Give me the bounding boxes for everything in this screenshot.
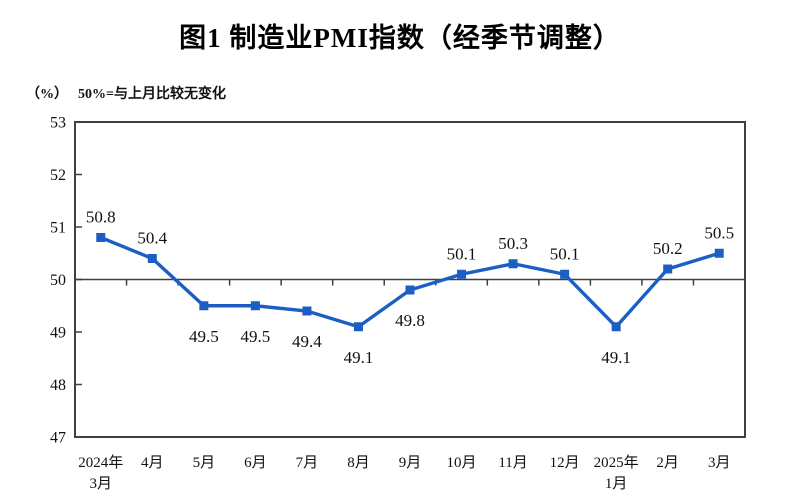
data-point-marker (96, 233, 106, 242)
x-axis-label: 2025年 (594, 454, 639, 471)
y-axis-label: 53 (50, 115, 66, 132)
data-point-marker (302, 306, 312, 316)
data-point-marker (508, 259, 518, 269)
data-point-marker (560, 269, 570, 279)
data-point-marker (457, 269, 467, 279)
x-axis-label: 5月 (193, 455, 216, 471)
x-axis-label: 4月 (141, 455, 164, 471)
x-axis-label: 12月 (550, 455, 580, 471)
data-point-marker (663, 264, 673, 274)
reference-note: 50%=与上月比较无变化 (78, 87, 226, 102)
x-axis-label: 10月 (447, 455, 477, 471)
data-point-marker (714, 248, 724, 258)
x-axis-label: 9月 (399, 455, 422, 471)
data-point-marker (611, 322, 621, 332)
x-axis-label: 11月 (498, 455, 527, 471)
data-label: 50.3 (498, 234, 528, 253)
data-label: 49.1 (601, 348, 631, 367)
y-axis-label: 51 (50, 220, 66, 237)
x-axis-label: 3月 (708, 455, 731, 471)
data-label: 50.2 (653, 239, 683, 258)
x-axis-label: 8月 (347, 455, 370, 471)
x-axis-label: 6月 (244, 455, 267, 471)
data-label: 50.5 (704, 223, 734, 242)
x-axis-label: 2024年 (78, 454, 123, 471)
y-axis-label: 52 (50, 167, 66, 184)
data-label: 49.8 (395, 311, 425, 330)
chart-subtitle: （%） 50%=与上月比较无变化 (26, 83, 226, 103)
y-axis-label: 50 (50, 272, 66, 289)
data-label: 49.5 (241, 327, 271, 346)
y-axis-label: 48 (50, 377, 66, 394)
data-label: 49.4 (292, 332, 322, 351)
y-axis-label: 49 (50, 325, 66, 342)
x-axis-label: 7月 (296, 455, 319, 471)
x-axis-label: 2月 (656, 455, 679, 471)
data-label: 49.5 (189, 327, 219, 346)
x-axis-label: 1月 (605, 476, 628, 492)
unit-label: （%） (26, 87, 68, 102)
data-point-marker (199, 301, 209, 311)
data-point-marker (405, 285, 415, 295)
data-label: 50.4 (137, 229, 167, 248)
x-axis-label: 3月 (90, 476, 113, 492)
data-point-marker (147, 254, 157, 263)
chart-title: 图1 制造业PMI指数（经季节调整） (179, 23, 621, 53)
data-point-marker (353, 322, 363, 332)
data-label: 50.8 (86, 208, 116, 227)
y-axis-label: 47 (50, 430, 66, 447)
data-label: 49.1 (344, 348, 374, 367)
data-point-marker (250, 301, 260, 311)
data-label: 50.1 (550, 244, 580, 263)
data-label: 50.1 (447, 244, 477, 263)
